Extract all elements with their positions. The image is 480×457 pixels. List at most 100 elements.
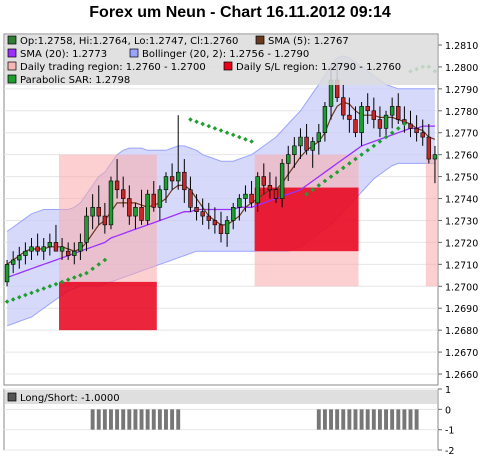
candle (78, 242, 83, 252)
sar-point (322, 178, 328, 184)
candle (29, 246, 34, 252)
main-price-panel: 1.2660 1.2670 1.2680 1.2690 1.2700 1.2710 1.27… (3, 33, 478, 386)
sar-point (340, 165, 346, 171)
y-tick-label: 1.2730 (445, 216, 478, 227)
candle (10, 259, 16, 265)
candle (84, 215, 89, 243)
long-short-bar (322, 409, 327, 430)
long-short-bar (164, 409, 168, 430)
sar-point (304, 191, 309, 197)
y-tick-label: 1.2720 (445, 238, 478, 249)
candle (224, 220, 230, 234)
candle (65, 250, 71, 256)
long-short-bar (329, 409, 333, 430)
sar-point (29, 290, 34, 296)
long-short-bar (133, 409, 138, 430)
y-tick-label: 1.2700 (445, 282, 478, 293)
candle (108, 180, 114, 226)
sar-point (206, 123, 212, 129)
legend-box (5, 35, 437, 85)
sub-y-tick-label: -2 (445, 446, 454, 457)
candle (353, 119, 358, 134)
candle (194, 207, 199, 212)
candle (408, 123, 413, 129)
legend-swatch (129, 48, 139, 58)
legend-label: Daily trading region: 1.2760 - 1.2700 (20, 62, 206, 73)
candle (231, 207, 236, 221)
candle (341, 97, 346, 116)
candle (365, 106, 370, 112)
candle (432, 154, 438, 160)
candle (383, 114, 389, 129)
candle (249, 193, 254, 204)
candle (188, 189, 193, 208)
sar-point (377, 139, 383, 144)
legend-swatch (255, 35, 265, 45)
y-tick-label: 1.2680 (445, 326, 478, 337)
y-tick-label: 1.2790 (445, 85, 478, 96)
candle (359, 106, 364, 134)
y-tick-label: 1.2750 (445, 173, 478, 184)
candle (133, 207, 138, 217)
candle (102, 215, 108, 226)
sl-region (254, 187, 359, 252)
candle (176, 171, 181, 182)
candle (145, 193, 150, 221)
long-short-bar (396, 409, 401, 430)
y-tick-label: 1.2740 (445, 195, 478, 206)
candle (169, 176, 175, 182)
candle (243, 193, 248, 199)
long-short-bar (127, 409, 132, 430)
long-short-bar (408, 409, 413, 430)
candle (35, 246, 40, 252)
candle (316, 132, 321, 142)
long-short-bar (316, 409, 321, 430)
y-tick-label: 1.2810 (445, 41, 478, 52)
long-short-bar (371, 409, 376, 430)
legend-label: Op:1.2758, Hi:1.2764, Lo:1.2747, Cl:1.27… (20, 36, 238, 47)
long-short-bar (390, 409, 395, 430)
y-tick-label: 1.2770 (445, 129, 478, 140)
y-tick-label: 1.2710 (445, 260, 478, 271)
candle (420, 132, 425, 138)
sl-region (59, 281, 157, 331)
legend-label: Parabolic SAR: 1.2798 (20, 75, 130, 86)
long-short-bar (365, 409, 370, 430)
sar-point (347, 161, 352, 166)
legend-swatch (7, 35, 17, 45)
sub-legend-box (5, 390, 437, 404)
candle (206, 215, 211, 221)
y-tick-label: 1.2760 (445, 151, 478, 162)
y-tick-label: 1.2660 (445, 370, 478, 381)
long-short-bar (176, 409, 181, 430)
long-short-bar (402, 409, 407, 430)
candle (273, 189, 279, 199)
long-short-bar (109, 409, 113, 430)
candle (310, 141, 315, 151)
sma20-line (6, 125, 435, 279)
long-short-bar (414, 409, 419, 430)
legend-swatch (7, 61, 17, 71)
long-short-bar (335, 409, 340, 430)
long-short-bar (102, 409, 107, 430)
sar-point (383, 134, 389, 140)
long-short-bar (157, 409, 162, 430)
long-short-bar (359, 409, 364, 430)
candle (139, 207, 144, 221)
candle (389, 106, 395, 116)
candle (163, 176, 169, 191)
sub-y-tick-label: 0 (445, 405, 451, 416)
legend-label: SMA (5): 1.2767 (268, 36, 349, 47)
candle (212, 220, 218, 226)
sar-point (316, 183, 322, 188)
y-tick-label: 1.2800 (445, 63, 478, 74)
candle (96, 207, 101, 217)
candle (304, 136, 309, 151)
candle (53, 242, 59, 252)
candle (182, 171, 187, 191)
candle (218, 224, 224, 234)
long-short-bar (170, 409, 175, 430)
candle (347, 114, 352, 120)
candle (157, 189, 163, 208)
long-short-bar (341, 409, 346, 430)
